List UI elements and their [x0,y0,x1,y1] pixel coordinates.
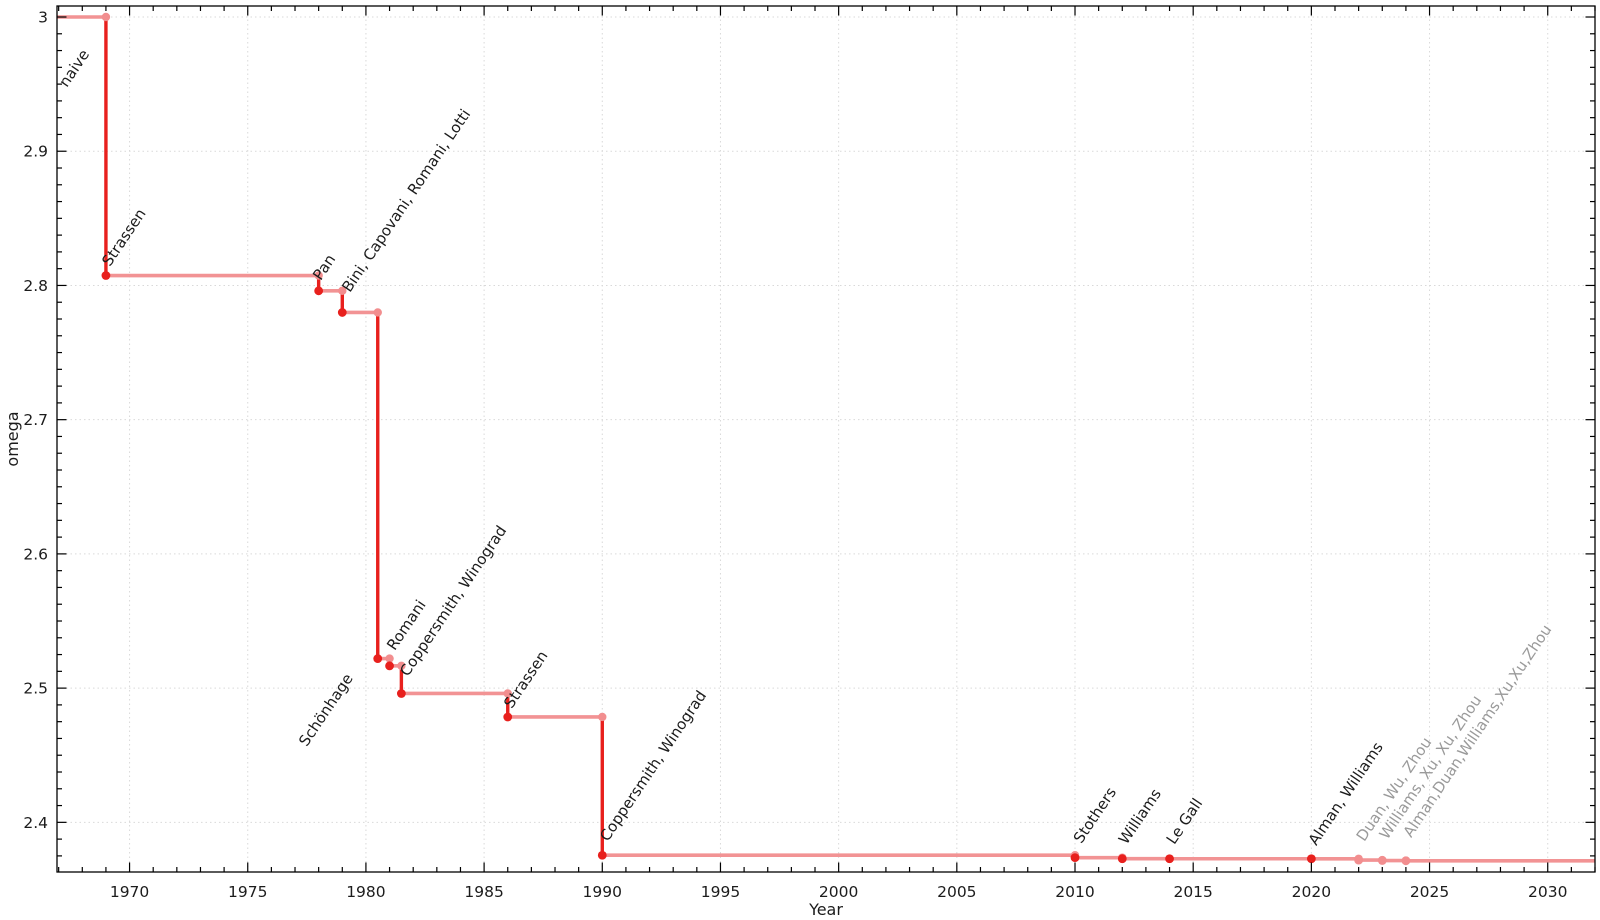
x-tick-label: 1995 [701,883,740,901]
corner-marker [101,12,111,22]
y-tick-label: 2.4 [23,814,48,832]
x-tick-label: 1990 [583,883,622,901]
data-point [1401,856,1411,866]
point-label: Pan [309,251,339,284]
corner-marker [338,286,347,296]
y-axis-title: omega [3,411,22,466]
x-tick-label: 1980 [346,883,385,901]
plot-frame [56,5,1596,873]
point-label: Stothers [1070,784,1120,847]
x-tick-label: 2015 [1173,883,1212,901]
point-label: Strassen [500,647,551,711]
data-point [396,689,406,698]
y-tick-label: 2.9 [23,143,48,161]
data-point [1117,854,1127,864]
point-label: Alman,Duan,Williams,Xu,Xu,Zhou [1399,621,1555,840]
data-point [597,850,607,860]
x-tick-label: 2010 [1055,883,1094,901]
x-tick-label: 2030 [1528,883,1567,901]
corner-marker [598,712,607,722]
x-tick-label: 1970 [110,883,149,901]
step-line-series [57,15,1595,863]
point-label: Williams, Xu, Xu, Zhou [1376,692,1486,843]
data-point [503,712,513,722]
data-point [385,661,394,671]
data-point [337,308,347,317]
x-tick-label: 1985 [464,883,503,901]
data-point [314,286,324,296]
y-tick-label: 3 [38,9,48,27]
corner-marker [385,654,394,663]
y-tick-label: 2.8 [23,277,48,295]
point-label: Le Gall [1163,795,1207,848]
y-tick-label: 2.7 [23,411,48,429]
data-point [101,271,111,280]
x-tick-label: 2025 [1410,883,1449,901]
data-point [1070,853,1080,863]
data-point [373,654,383,663]
corner-marker [314,271,323,280]
data-point [1354,855,1364,865]
point-label: Bini, Capovani, Romani, Lotti [338,106,474,296]
gridlines [57,6,1595,872]
x-tick-label: 2020 [1292,883,1331,901]
point-label: Schönhage [295,670,357,749]
x-tick-label: 2005 [937,883,976,901]
corner-marker [397,661,406,671]
data-point [1306,854,1316,864]
x-tick-label: 2000 [819,883,858,901]
axis-tick-labels: 1970 1975 1980 1985 1990 1995 2000 2005 2010 2015… [23,9,1567,901]
axes-frame-and-ticks [56,5,1596,873]
data-point [1165,854,1174,864]
corner-marker [373,308,382,317]
point-label: Coppersmith, Winograd [596,687,710,844]
y-tick-label: 2.5 [23,680,48,698]
data-point-markers [101,271,1411,866]
corner-marker [503,689,512,698]
x-tick-label: 1975 [228,883,267,901]
x-axis-title: Year [808,900,843,919]
point-label: Williams [1115,785,1165,847]
data-point [1377,856,1387,865]
y-tick-label: 2.6 [23,545,48,563]
